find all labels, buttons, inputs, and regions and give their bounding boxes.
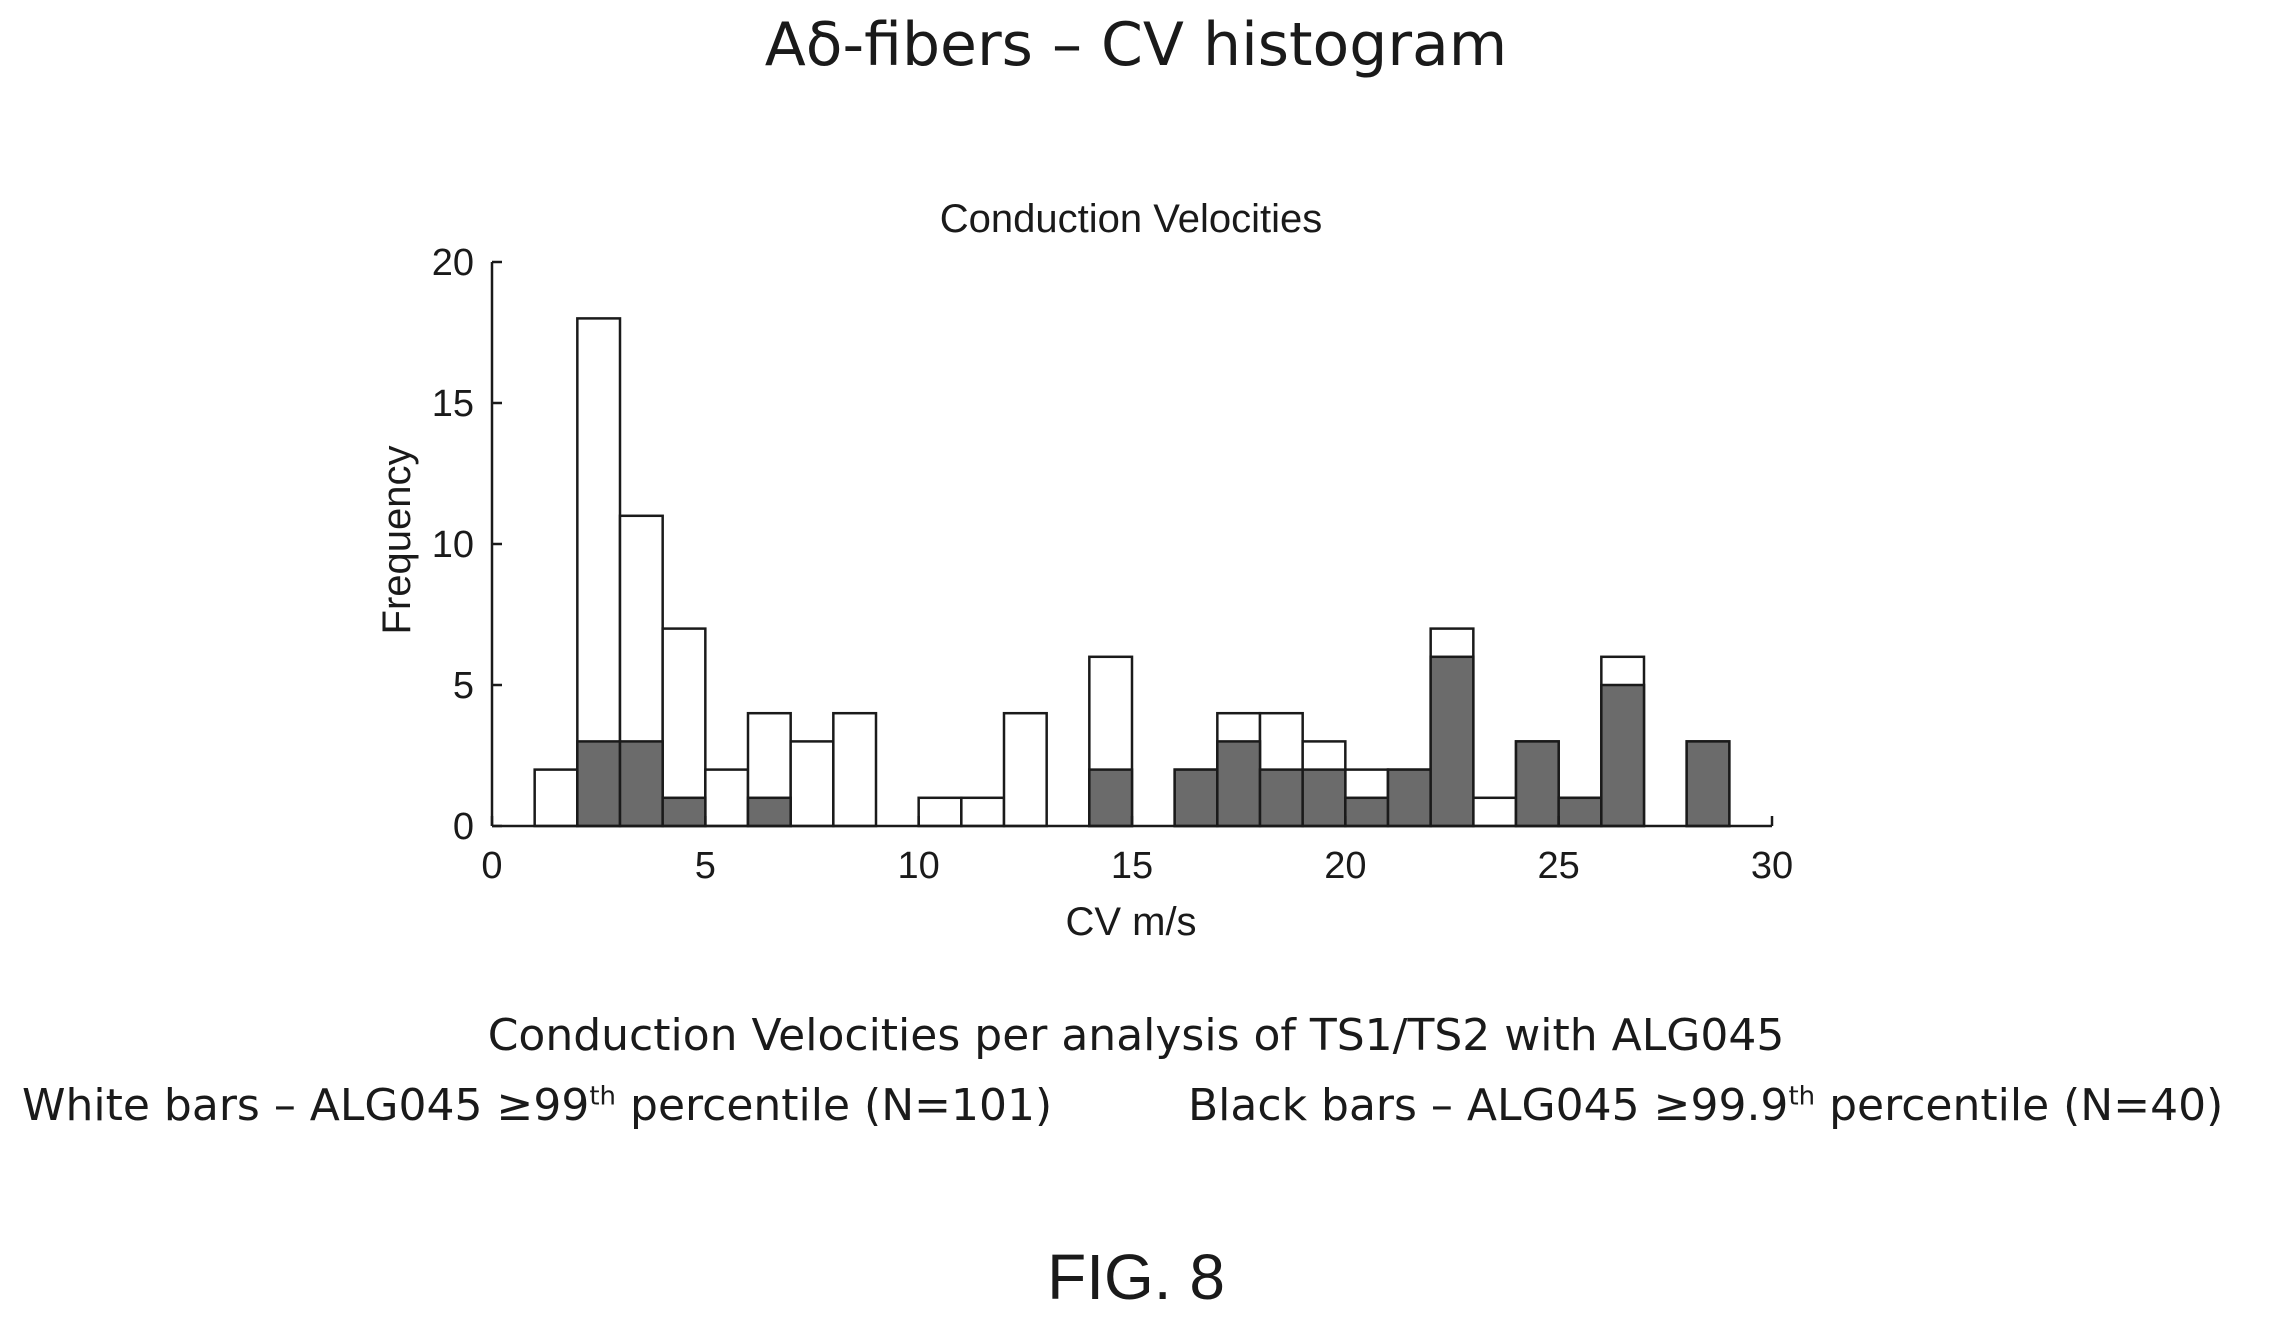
legend-white-sup: th: [589, 1081, 617, 1112]
x-tick-label: 5: [695, 845, 716, 887]
y-tick-label: 0: [453, 806, 474, 848]
caption-line: Conduction Velocities per analysis of TS…: [487, 1010, 1785, 1061]
black-bar: [576, 740, 622, 828]
black-bar: [618, 740, 664, 828]
legend-white-prefix: White bars – ALG045 ≥99: [22, 1080, 590, 1131]
white-bar: [1002, 711, 1048, 828]
axes-group: 0 5 10 15 20 25 30 0 5 10 15 20: [432, 242, 1793, 887]
black-bar: [746, 796, 792, 828]
white-bar: [917, 796, 963, 828]
black-bar: [1301, 768, 1347, 828]
x-tick-label: 25: [1538, 845, 1580, 887]
x-axis-label: CV m/s: [1065, 900, 1196, 944]
black-bar: [661, 796, 707, 828]
white-bar: [832, 711, 878, 828]
chart-title: Conduction Velocities: [940, 197, 1322, 241]
x-tick-label: 0: [481, 845, 502, 887]
white-bar: [1472, 796, 1518, 828]
black-bar: [1088, 768, 1134, 828]
white-bar: [960, 796, 1006, 828]
black-bar: [1514, 740, 1560, 828]
bars-group: [533, 317, 1731, 828]
black-bar: [1258, 768, 1304, 828]
legend-black-prefix: Black bars – ALG045 ≥99.9: [1188, 1080, 1789, 1131]
black-bar: [1685, 740, 1731, 828]
y-tick-label: 5: [453, 665, 474, 707]
black-bar: [1173, 768, 1219, 828]
x-tick-label: 10: [898, 845, 940, 887]
black-bar: [1216, 740, 1262, 828]
figure-label: FIG. 8: [1047, 1241, 1225, 1313]
y-tick-label: 20: [432, 242, 474, 284]
y-tick-label: 10: [432, 524, 474, 566]
black-bar: [1600, 683, 1646, 828]
white-bar: [789, 740, 835, 828]
y-axis-label: Frequency: [375, 446, 419, 635]
y-tick-label: 15: [432, 383, 474, 425]
black-bar: [1557, 796, 1603, 828]
black-bar: [1344, 796, 1390, 828]
legend-white-suffix: percentile (N=101): [616, 1080, 1053, 1131]
legend-black-sup: th: [1788, 1081, 1816, 1112]
histogram-chart: Conduction Velocities 0 5 10 15 20 25 30 0 5 10 15…: [375, 197, 1793, 944]
black-bar: [1386, 768, 1432, 828]
white-bar: [661, 627, 707, 828]
legend-black-bars: Black bars – ALG045 ≥99.9th percentile (…: [1188, 1080, 2223, 1131]
legend-black-suffix: percentile (N=40): [1815, 1080, 2224, 1131]
x-tick-label: 15: [1111, 845, 1153, 887]
page-title: Aδ-fibers – CV histogram: [764, 10, 1508, 80]
white-bar: [533, 768, 579, 828]
legend-white-bars: White bars – ALG045 ≥99th percentile (N=…: [22, 1080, 1052, 1131]
black-bar: [1429, 655, 1475, 828]
x-tick-label: 20: [1324, 845, 1366, 887]
white-bar: [704, 768, 750, 828]
x-tick-label: 30: [1751, 845, 1793, 887]
